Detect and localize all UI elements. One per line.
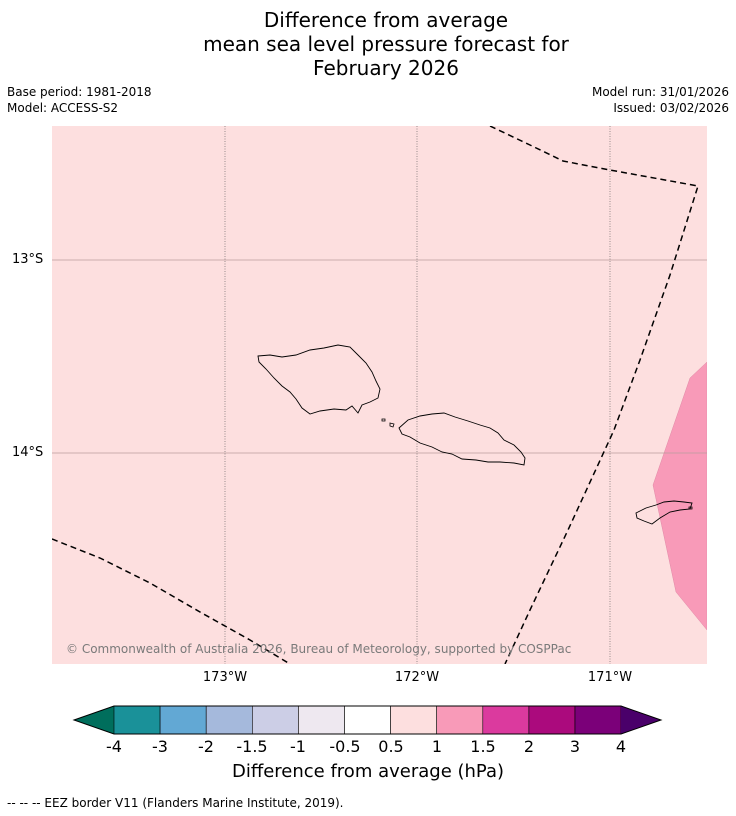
eez-border-east: [489, 126, 699, 664]
model-name: Model: ACCESS-S2: [7, 101, 119, 115]
island-aunuu: [688, 506, 693, 510]
colorbar-tick: 0.5: [378, 737, 404, 756]
colorbar-label: Difference from average (hPa): [231, 761, 505, 782]
colorbar-segment-9: [482, 705, 530, 735]
colorbar-segment-7: [390, 705, 438, 735]
colorbar-tick: 4: [615, 737, 627, 756]
colorbar-segment-3: [205, 705, 253, 735]
chart-title: Difference from average mean sea level p…: [0, 8, 736, 80]
eez-footnote: -- -- -- EEZ border V11 (Flanders Marine…: [7, 796, 344, 810]
issued-date: Issued: 03/02/2026: [613, 101, 729, 115]
colorbar-extend-high: [621, 706, 661, 734]
colorbar-segment-2: [159, 705, 207, 735]
colorbar-extend-low: [74, 706, 114, 734]
title-line-1: Difference from average: [263, 8, 509, 32]
colorbar-tick: -2: [198, 737, 214, 756]
map-background: [52, 126, 707, 664]
title-line-3: February 2026: [313, 56, 459, 80]
colorbar-segment-10: [528, 705, 576, 735]
meta-right: Model run: 31/01/2026 Issued: 03/02/2026: [592, 84, 729, 116]
island-upolu: [398, 412, 526, 466]
colorbar-segment-5: [298, 705, 345, 735]
colorbar-tick: 1: [431, 737, 443, 756]
colorbar-tick: 2: [523, 737, 535, 756]
model-run: Model run: 31/01/2026: [591, 85, 729, 99]
colorbar-segment-4: [252, 705, 299, 735]
anomaly-region-1-1.5: [652, 361, 707, 631]
colorbar-tick: 1.5: [470, 737, 496, 756]
colorbar-tick: -3: [152, 737, 168, 756]
colorbar-tick: -0.5: [329, 737, 361, 756]
colorbar-outline: [72, 705, 663, 735]
copyright-notice: © Commonwealth of Australia 2026, Bureau…: [66, 642, 572, 656]
colorbar-segment-11: [574, 705, 622, 735]
colorbar-tick: 3: [569, 737, 581, 756]
base-period: Base period: 1981-2018: [7, 85, 152, 99]
island-apolima: [381, 418, 386, 422]
colorbar-segment-1: [113, 705, 161, 735]
island-savaii: [257, 344, 381, 415]
colorbar-tick: -1: [290, 737, 306, 756]
colorbar-tick: -4: [106, 737, 122, 756]
island-manono: [389, 422, 395, 428]
lon-label-171w: 171°W: [587, 670, 633, 685]
meta-left: Base period: 1981-2018 Model: ACCESS-S2: [7, 84, 152, 116]
colorbar-segment-6: [344, 705, 391, 735]
colorbar: [72, 705, 663, 735]
lon-label-172w: 172°W: [394, 670, 440, 685]
eez-border-southwest: [52, 538, 291, 664]
lon-label-173w: 173°W: [202, 670, 248, 685]
title-line-2: mean sea level pressure forecast for: [203, 32, 569, 56]
lat-label-13s: 13°S: [12, 252, 44, 267]
colorbar-tick: -1.5: [236, 737, 268, 756]
colorbar-segment-8: [436, 705, 484, 735]
lat-label-14s: 14°S: [12, 445, 44, 460]
